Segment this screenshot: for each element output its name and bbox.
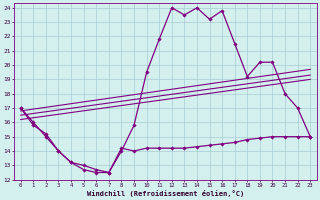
X-axis label: Windchill (Refroidissement éolien,°C): Windchill (Refroidissement éolien,°C) [87,190,244,197]
